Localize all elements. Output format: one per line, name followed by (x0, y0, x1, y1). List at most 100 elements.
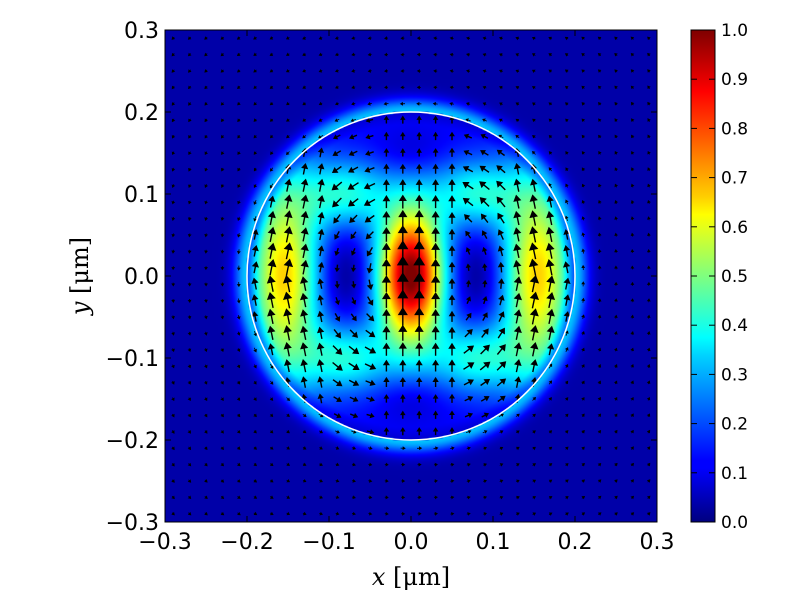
field-arrow (367, 36, 372, 40)
field-arrow (563, 311, 571, 322)
field-arrow (187, 69, 192, 73)
field-arrow (384, 446, 390, 451)
field-arrow (564, 380, 569, 385)
field-arrow (630, 232, 635, 237)
field-arrow (283, 325, 292, 341)
field-arrow (498, 36, 503, 41)
field-arrow (581, 297, 586, 303)
field-arrow (319, 511, 324, 516)
field-arrow (269, 151, 274, 155)
field-arrow (285, 52, 290, 56)
field-arrow (347, 198, 359, 207)
field-arrow (448, 342, 456, 356)
field-arrow (382, 210, 391, 225)
field-arrow (464, 328, 473, 338)
field-arrow (401, 495, 406, 500)
field-arrow (204, 151, 209, 156)
field-arrow (204, 462, 208, 467)
field-arrow (646, 396, 651, 401)
field-arrow (531, 69, 536, 74)
field-arrow (630, 479, 635, 483)
field-arrow (416, 163, 423, 174)
field-arrow (563, 229, 570, 240)
field-arrow (496, 149, 506, 157)
field-arrow (236, 249, 241, 255)
field-arrow (462, 166, 474, 173)
field-arrow (497, 212, 505, 224)
field-arrow (302, 36, 307, 40)
field-arrow (448, 359, 456, 372)
field-arrow (496, 361, 507, 371)
field-arrow (269, 363, 274, 369)
field-arrow (416, 131, 422, 140)
field-arrow (300, 194, 309, 209)
field-arrow (432, 394, 439, 403)
field-arrow (646, 446, 651, 450)
field-arrow (237, 101, 241, 106)
field-arrow (581, 281, 586, 287)
field-arrow (630, 281, 635, 286)
field-arrow (302, 134, 307, 139)
field-arrow (399, 163, 406, 174)
field-arrow (396, 272, 409, 295)
field-arrow (400, 131, 406, 140)
field-arrow (515, 413, 520, 418)
field-arrow (283, 308, 293, 325)
field-arrow (351, 85, 356, 90)
field-arrow (565, 512, 569, 516)
field-arrow (368, 479, 373, 483)
field-arrow (300, 259, 309, 275)
field-arrow (514, 376, 522, 388)
field-arrow (171, 151, 176, 156)
field-arrow (448, 294, 456, 306)
field-arrow (171, 36, 176, 40)
field-arrow (614, 69, 618, 73)
field-arrow (220, 380, 224, 385)
field-arrow (269, 495, 274, 499)
field-arrow (646, 249, 651, 254)
field-arrow (598, 200, 602, 204)
field-arrow (630, 429, 634, 434)
field-arrow (647, 85, 651, 90)
field-arrow (413, 240, 425, 262)
field-arrow (515, 36, 520, 41)
field-arrow (171, 266, 176, 271)
field-arrow (646, 429, 651, 434)
field-arrow (236, 413, 241, 418)
field-arrow (449, 69, 454, 73)
field-arrow (565, 151, 569, 155)
field-arrow (465, 102, 471, 106)
field-arrow (220, 266, 225, 271)
field-arrow (416, 446, 423, 451)
field-arrow (564, 397, 569, 401)
field-arrow (282, 291, 293, 309)
field-arrow (335, 479, 340, 483)
field-arrow (631, 134, 635, 139)
field-arrow (497, 278, 505, 289)
field-arrow (319, 478, 323, 483)
field-arrow (497, 395, 506, 403)
field-arrow (463, 362, 475, 370)
field-arrow (448, 376, 456, 388)
field-arrow (221, 167, 225, 172)
field-arrow (546, 308, 555, 325)
field-arrow (498, 134, 504, 139)
field-arrow (430, 258, 441, 276)
field-arrow (237, 85, 241, 90)
field-arrow (317, 261, 325, 273)
field-arrow (414, 307, 425, 326)
field-arrow (269, 478, 274, 483)
field-arrow (237, 184, 241, 188)
field-arrow (482, 312, 488, 321)
field-arrow (431, 291, 441, 308)
field-arrow (400, 394, 406, 403)
field-arrow (483, 495, 488, 500)
field-arrow (220, 511, 225, 516)
field-arrow (613, 396, 618, 401)
field-arrow (630, 183, 635, 188)
field-arrow (563, 294, 571, 306)
field-arrow (334, 52, 339, 57)
field-arrow (237, 511, 241, 516)
field-arrow (187, 348, 192, 353)
field-arrow (614, 298, 618, 303)
